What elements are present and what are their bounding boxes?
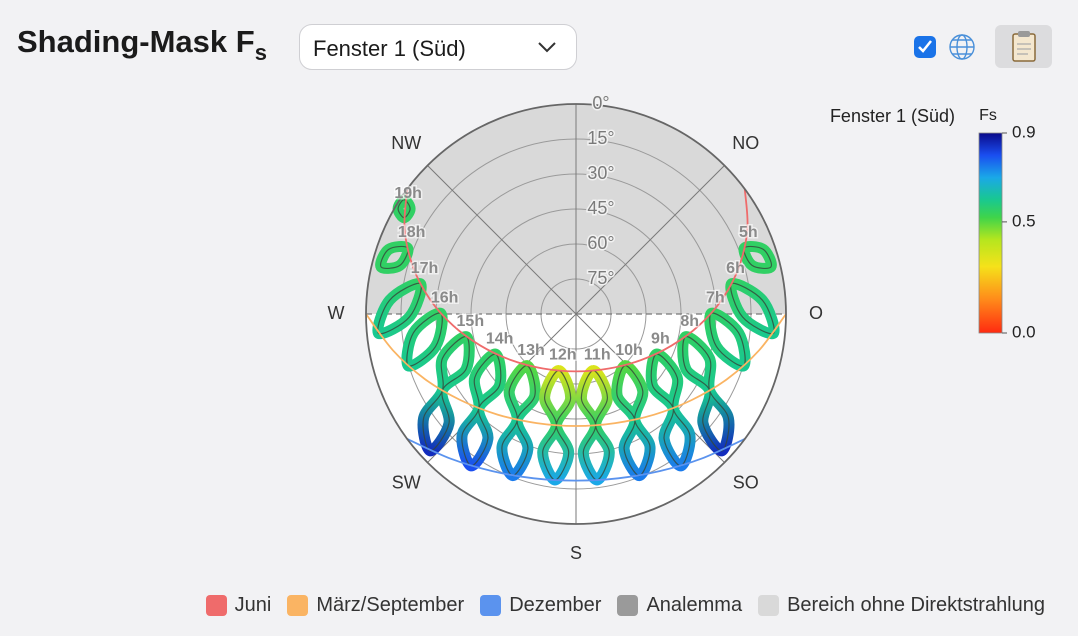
title-subscript: s — [254, 40, 267, 65]
hour-label: 11h — [584, 347, 611, 364]
legend-label: Dezember — [509, 594, 602, 616]
hour-label: 8h — [680, 313, 699, 330]
legend-item[interactable]: März/September — [287, 594, 464, 617]
hour-label: 7h — [706, 290, 725, 307]
hour-label: 18h — [398, 224, 426, 241]
hour-label: 6h — [726, 260, 745, 277]
clipboard-button[interactable] — [995, 25, 1052, 68]
title: Shading-Mask Fs — [17, 24, 267, 66]
hour-label: 5h — [739, 224, 758, 241]
plot-border — [365, 103, 787, 525]
legend-item[interactable]: Juni — [205, 594, 272, 617]
legend-item[interactable]: Dezember — [480, 594, 601, 617]
compass-label: SW — [392, 472, 421, 492]
colorbar-title: Fenster 1 (Süd) — [830, 106, 955, 126]
globe-icon[interactable] — [949, 34, 975, 60]
compass-label: SO — [733, 472, 759, 492]
colorbar — [978, 132, 1003, 334]
hour-label: 19h — [394, 185, 422, 202]
compass-label: NW — [391, 133, 421, 153]
sun-path — [403, 189, 749, 373]
legend-item[interactable]: Bereich ohne Direktstrahlung — [758, 594, 1045, 617]
hour-label: 17h — [411, 260, 439, 277]
compass-label: S — [570, 543, 582, 563]
legend-swatch — [205, 595, 227, 616]
legend-item[interactable]: Analemma — [617, 594, 742, 617]
legend: Juni März/September Dezember Analemma Bereic… — [205, 594, 1045, 617]
azimuth-spoke — [575, 165, 725, 315]
toolbar-icons — [914, 25, 1052, 68]
compass-label: O — [809, 303, 823, 323]
legend-swatch — [480, 595, 502, 616]
elevation-label: 75° — [587, 268, 614, 288]
colorbar-label: Fs — [979, 107, 997, 124]
compass-label: NO — [732, 133, 759, 153]
chevron-icon — [538, 42, 556, 53]
elevation-label: 0° — [592, 93, 609, 113]
legend-label: Bereich ohne Direktstrahlung — [787, 594, 1045, 616]
legend-label: März/September — [316, 594, 465, 616]
hour-label: 15h — [457, 313, 485, 330]
analemma-line — [377, 282, 422, 335]
elevation-label: 60° — [587, 233, 614, 253]
legend-swatch — [758, 595, 780, 616]
colorbar-tick-label: 0.0 — [1012, 322, 1036, 341]
sun-path — [365, 313, 787, 427]
elevation-label: 30° — [587, 163, 614, 183]
azimuth-spoke — [427, 165, 577, 315]
title-text: Shading-Mask F — [17, 24, 255, 59]
window-dropdown[interactable]: Fenster 1 (Süd) — [299, 24, 577, 70]
analemma-line — [730, 282, 775, 335]
hour-label: 13h — [517, 342, 545, 359]
compass-label: W — [328, 303, 345, 323]
analemma-line — [380, 245, 409, 269]
analemma-line — [422, 336, 470, 452]
legend-swatch — [287, 595, 309, 616]
legend-label: Juni — [234, 594, 272, 616]
hour-label: 12h — [549, 347, 577, 364]
elevation-label: 15° — [587, 128, 614, 148]
legend-swatch — [617, 595, 639, 616]
hour-label: 16h — [431, 290, 459, 307]
sun-path — [406, 438, 746, 482]
checkbox[interactable] — [914, 36, 936, 58]
analemma-line — [743, 245, 772, 269]
colorbar-tick-label: 0.5 — [1012, 211, 1036, 230]
elevation-label: 45° — [587, 198, 614, 218]
hour-label: 10h — [615, 342, 643, 359]
hour-label: 9h — [651, 330, 670, 347]
dropdown-value: Fenster 1 (Süd) — [313, 36, 466, 61]
colorbar-tick-label: 0.9 — [1012, 122, 1036, 141]
analemma-line — [682, 336, 730, 452]
legend-label: Analemma — [646, 594, 743, 616]
hour-label: 14h — [486, 330, 514, 347]
